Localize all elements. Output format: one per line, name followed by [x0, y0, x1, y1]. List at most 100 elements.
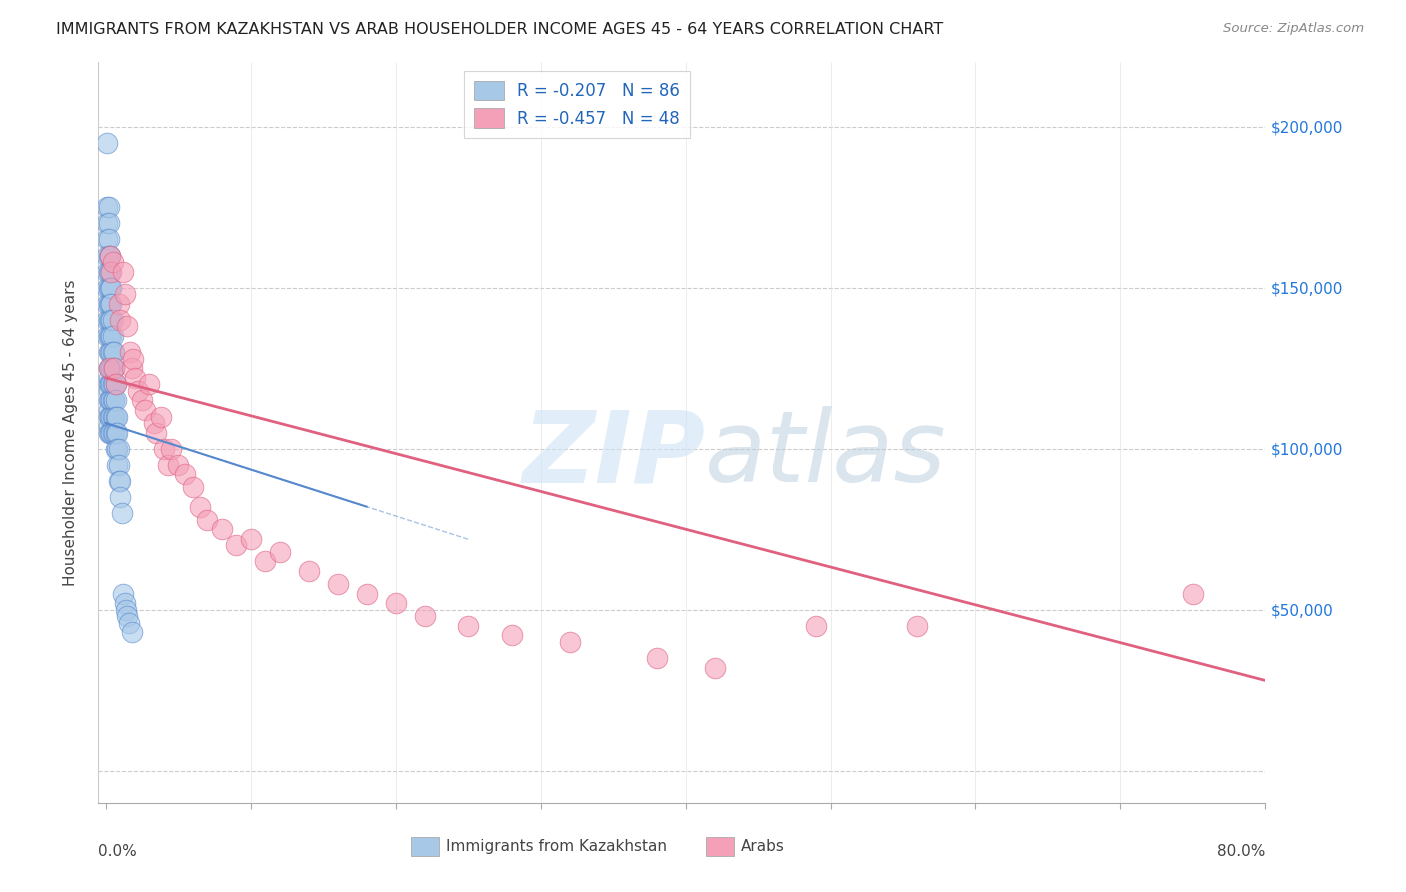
Point: [254, 554, 277, 568]
Point: [101, 345, 124, 359]
Point: [100, 409, 122, 424]
Point: [103, 361, 125, 376]
Point: [97, 425, 120, 440]
Point: [96, 232, 118, 246]
Point: [105, 409, 128, 424]
Point: [104, 393, 127, 408]
Point: [96, 249, 118, 263]
Point: [101, 393, 124, 408]
Point: [98, 425, 121, 440]
Point: [124, 371, 146, 385]
Point: [98, 361, 121, 376]
Point: [96, 200, 118, 214]
Point: [181, 480, 204, 494]
Point: [104, 377, 127, 392]
Point: [97, 377, 120, 392]
Point: [114, 596, 136, 610]
Point: [104, 442, 127, 456]
Text: IMMIGRANTS FROM KAZAKHSTAN VS ARAB HOUSEHOLDER INCOME AGES 45 - 64 YEARS CORRELA: IMMIGRANTS FROM KAZAKHSTAN VS ARAB HOUSE…: [56, 22, 943, 37]
Point: [103, 425, 125, 440]
Point: [100, 281, 122, 295]
Point: [97, 403, 120, 417]
Point: [103, 377, 125, 392]
Point: [101, 425, 124, 440]
Point: [98, 409, 121, 424]
Point: [269, 545, 291, 559]
Point: [703, 660, 725, 674]
Point: [97, 419, 120, 434]
Point: [97, 249, 120, 263]
Point: [907, 619, 929, 633]
Point: [103, 393, 125, 408]
Point: [98, 393, 121, 408]
Point: [326, 577, 349, 591]
Point: [100, 297, 122, 311]
Point: [100, 265, 122, 279]
Point: [356, 586, 378, 600]
Point: [108, 313, 131, 327]
Point: [195, 512, 218, 526]
Point: [104, 425, 127, 440]
Point: [100, 425, 122, 440]
Point: [121, 625, 143, 640]
Point: [118, 615, 141, 630]
Point: [127, 384, 149, 398]
Point: [103, 361, 125, 376]
Point: [96, 216, 118, 230]
Point: [96, 313, 118, 327]
Point: [96, 297, 118, 311]
Point: [121, 361, 143, 376]
Point: [167, 458, 190, 472]
Point: [98, 249, 121, 263]
Point: [98, 265, 121, 279]
Point: [97, 200, 120, 214]
Text: Immigrants from Kazakhstan: Immigrants from Kazakhstan: [446, 839, 666, 854]
Text: ZIP: ZIP: [522, 407, 706, 503]
Text: atlas: atlas: [706, 407, 946, 503]
Point: [98, 345, 121, 359]
Point: [97, 232, 120, 246]
Point: [105, 425, 128, 440]
Point: [103, 409, 125, 424]
Legend: R = -0.207   N = 86, R = -0.457   N = 48: R = -0.207 N = 86, R = -0.457 N = 48: [464, 70, 690, 137]
Point: [97, 409, 120, 424]
Point: [101, 409, 124, 424]
Point: [97, 393, 120, 408]
Point: [160, 442, 183, 456]
Point: [108, 474, 131, 488]
Point: [114, 287, 136, 301]
Point: [98, 297, 121, 311]
Point: [97, 265, 120, 279]
Point: [457, 619, 479, 633]
Point: [145, 425, 167, 440]
Point: [107, 297, 129, 311]
Text: Source: ZipAtlas.com: Source: ZipAtlas.com: [1223, 22, 1364, 36]
Point: [413, 609, 436, 624]
Point: [225, 538, 247, 552]
Point: [112, 265, 135, 279]
Point: [98, 249, 121, 263]
Point: [117, 319, 139, 334]
Point: [96, 136, 118, 150]
Point: [645, 651, 668, 665]
Point: [97, 216, 120, 230]
Point: [103, 345, 125, 359]
Point: [804, 619, 827, 633]
Point: [122, 351, 145, 366]
Point: [101, 329, 124, 343]
Point: [97, 345, 120, 359]
Point: [97, 361, 120, 376]
Point: [298, 564, 321, 578]
Point: [101, 361, 124, 376]
Point: [105, 458, 128, 472]
Point: [134, 403, 156, 417]
Point: [98, 329, 121, 343]
Point: [98, 313, 121, 327]
Point: [101, 255, 124, 269]
Point: [104, 377, 127, 392]
Point: [384, 596, 406, 610]
Point: [97, 281, 120, 295]
Point: [174, 467, 197, 482]
Point: [501, 628, 523, 642]
Point: [100, 329, 122, 343]
